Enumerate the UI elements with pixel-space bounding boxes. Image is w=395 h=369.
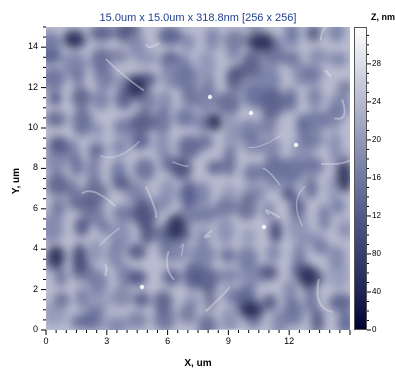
x-tick-label: 9	[225, 336, 231, 346]
colorbar-tick-label: 0	[372, 325, 377, 334]
plot-title: 15.0um x 15.0um x 318.8nm [256 x 256]	[99, 12, 297, 24]
x-tick-label: 6	[165, 336, 171, 346]
x-tick-label: 0	[43, 336, 49, 346]
afm-height-map[interactable]	[46, 27, 350, 330]
y-tick-label: 6	[32, 202, 38, 213]
x-tick-label: 12	[284, 336, 295, 346]
y-tick-label: 14	[27, 41, 38, 52]
colorbar-label: Z, nm	[371, 12, 395, 22]
y-tick-label: 12	[27, 81, 38, 92]
colorbar-tick-label: 80	[372, 248, 381, 258]
y-tick-label: 2	[32, 283, 38, 294]
afm-image	[46, 27, 350, 330]
y-tick-label: 4	[32, 243, 38, 254]
y-tick-label: 10	[27, 122, 38, 132]
y-tick-label: 8	[32, 162, 38, 173]
colorbar-tick-label: 24	[372, 96, 381, 106]
colorbar	[354, 27, 367, 330]
colorbar-tick-label: 28	[372, 58, 381, 68]
colorbar-tick-label: 40	[372, 286, 381, 296]
x-axis-title: X, um	[184, 358, 212, 369]
y-tick-label: 0	[32, 324, 38, 334]
colorbar-tick-label: 20	[372, 134, 381, 144]
y-axis-title: Y, um	[11, 167, 22, 195]
x-tick-label: 3	[104, 336, 110, 346]
colorbar-tick-label: 12	[372, 210, 381, 220]
colorbar-tick-label: 16	[372, 172, 381, 182]
